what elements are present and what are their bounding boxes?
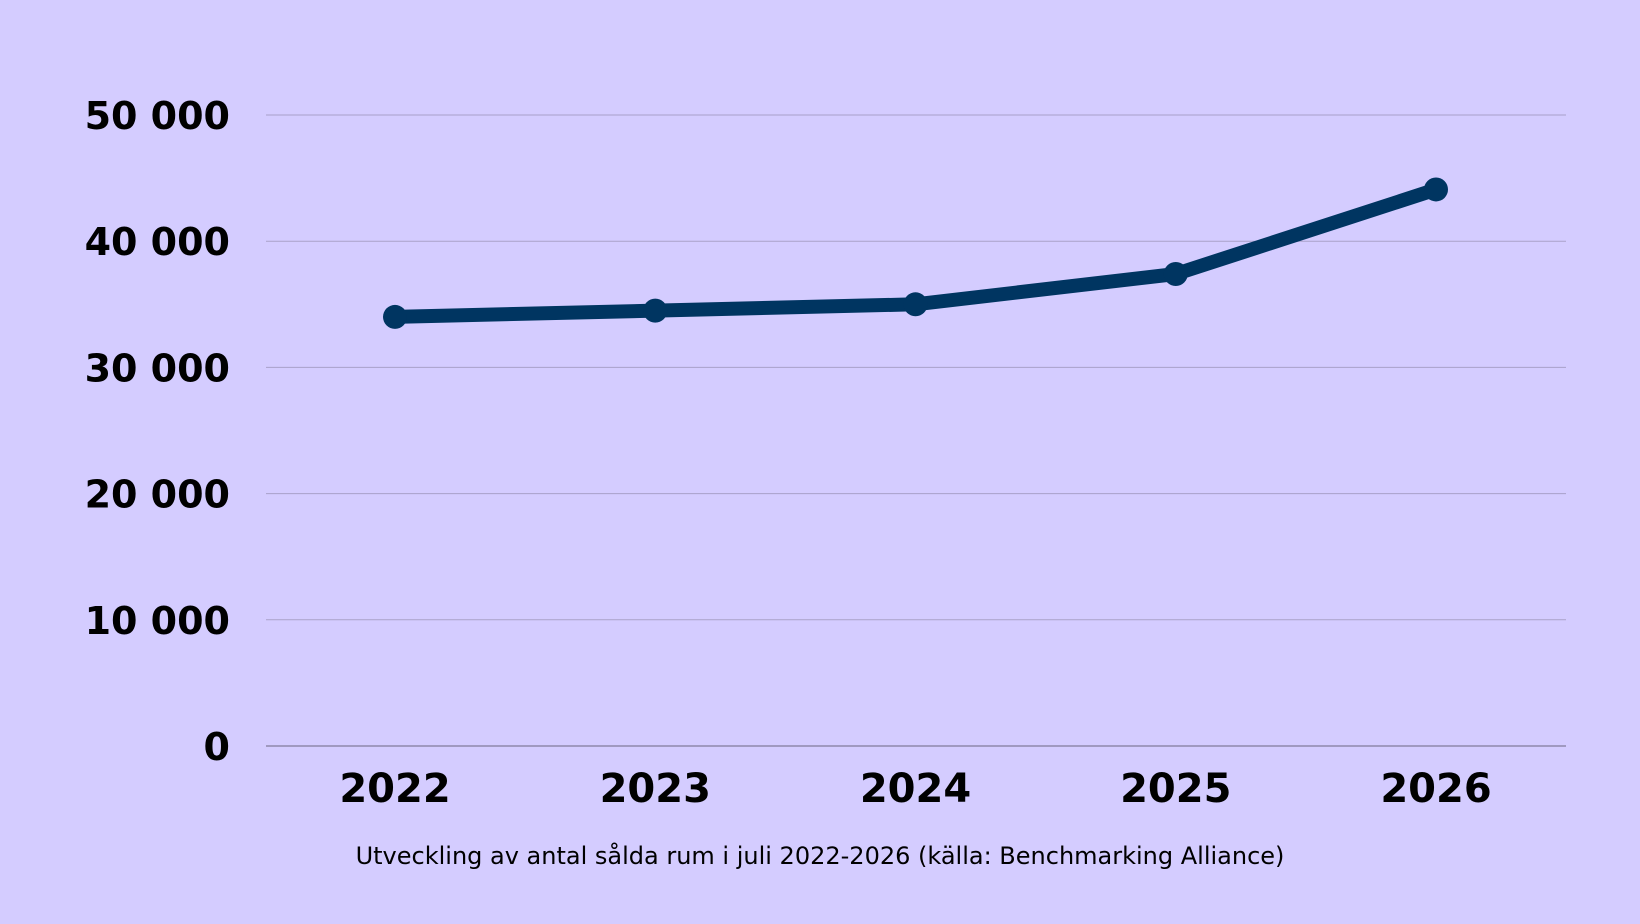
chart-caption: Utveckling av antal sålda rum i juli 202… — [355, 842, 1285, 870]
x-tick-label: 2022 — [339, 766, 450, 812]
x-tick-label: 2026 — [1380, 766, 1491, 812]
y-tick-label: 0 — [204, 725, 230, 769]
data-point — [643, 298, 668, 323]
data-point — [1424, 177, 1448, 202]
y-axis-tick-labels: 0 10 000 20 000 30 000 40 000 50 000 — [85, 94, 230, 769]
data-point — [383, 304, 407, 329]
gridlines — [266, 114, 1566, 747]
y-tick-label: 20 000 — [85, 473, 230, 517]
x-tick-label: 2025 — [1120, 766, 1231, 812]
y-tick-label: 10 000 — [85, 599, 230, 643]
y-tick-label: 50 000 — [85, 94, 230, 138]
x-tick-label: 2023 — [600, 766, 711, 812]
y-tick-label: 40 000 — [85, 220, 230, 264]
x-tick-label: 2024 — [860, 766, 971, 812]
data-point — [903, 292, 928, 317]
y-tick-label: 30 000 — [85, 346, 230, 390]
data-point — [1163, 262, 1188, 287]
x-axis-tick-labels: 2022 2023 2024 2025 2026 — [339, 766, 1491, 812]
data-points — [383, 177, 1448, 329]
